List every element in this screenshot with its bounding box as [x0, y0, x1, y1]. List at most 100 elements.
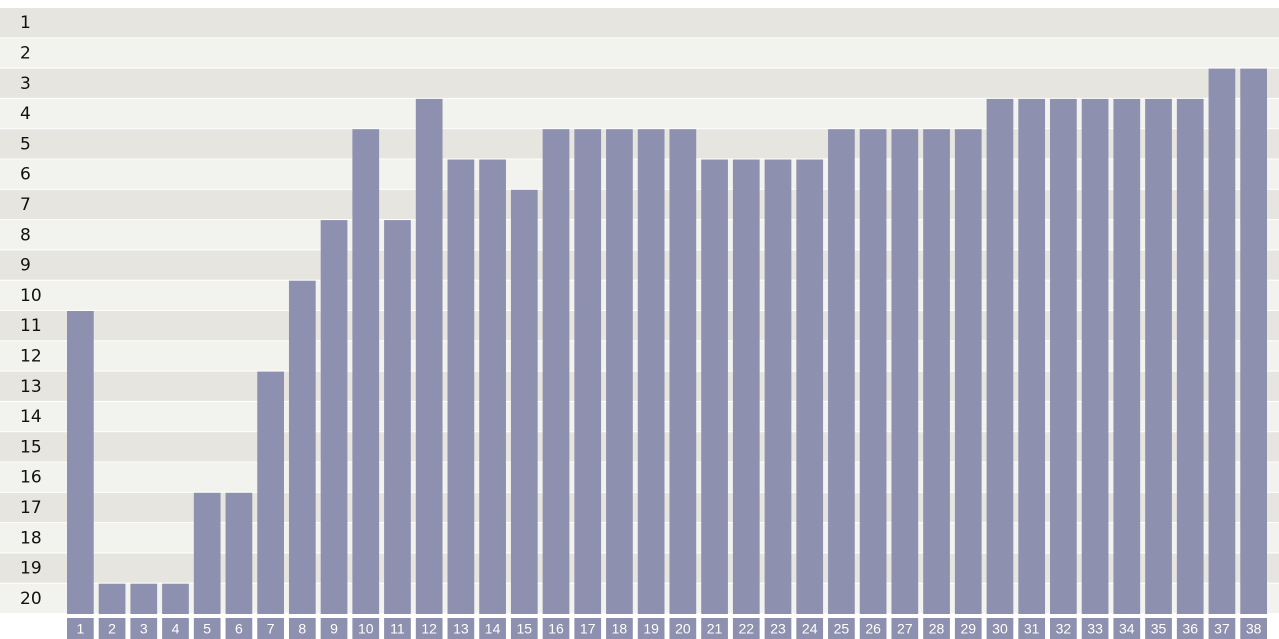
- y-tick-label: 19: [20, 559, 42, 579]
- bar: [352, 129, 380, 614]
- bar: [384, 220, 411, 614]
- x-tick-label: 12: [421, 621, 437, 637]
- x-label-box: [828, 618, 855, 639]
- x-label-box: [288, 618, 316, 639]
- bar: [891, 129, 919, 614]
- bar: [320, 220, 348, 614]
- x-tick-label: 2: [108, 621, 116, 637]
- bar: [606, 129, 633, 614]
- x-label-box: [986, 618, 1014, 639]
- bar: [130, 583, 158, 614]
- x-label-box: [193, 618, 221, 639]
- x-tick-label: 25: [834, 621, 850, 637]
- bar: [193, 492, 221, 614]
- x-tick-label: 32: [1056, 621, 1072, 637]
- y-tick-label: 1: [20, 13, 31, 33]
- x-label-box: [1081, 618, 1109, 639]
- x-tick-label: 36: [1182, 621, 1198, 637]
- x-label-box: [447, 618, 475, 639]
- x-tick-label: 1: [76, 621, 84, 637]
- x-tick-label: 27: [897, 621, 913, 637]
- x-label-box: [1113, 618, 1141, 639]
- x-label-box: [574, 618, 602, 639]
- row-band: [0, 8, 1279, 38]
- x-label-box: [606, 618, 633, 639]
- x-label-box: [1018, 618, 1046, 639]
- x-tick-label: 30: [992, 621, 1008, 637]
- bar: [986, 98, 1014, 614]
- x-tick-label: 17: [580, 621, 596, 637]
- x-label-box: [637, 618, 665, 639]
- y-tick-label: 15: [20, 437, 42, 457]
- x-label-box: [732, 618, 760, 639]
- x-tick-label: 14: [485, 621, 501, 637]
- x-tick-label: 20: [675, 621, 691, 637]
- x-label-box: [67, 618, 94, 639]
- x-label-box: [225, 618, 253, 639]
- bar: [98, 583, 126, 614]
- y-tick-label: 2: [20, 43, 31, 63]
- x-tick-label: 13: [453, 621, 469, 637]
- bar: [954, 129, 982, 614]
- bar: [510, 189, 538, 615]
- bar: [574, 129, 602, 614]
- y-tick-label: 6: [20, 165, 31, 185]
- x-tick-label: 28: [929, 621, 945, 637]
- x-label-box: [701, 618, 728, 639]
- bar: [669, 129, 697, 614]
- x-tick-label: 10: [358, 621, 374, 637]
- x-label-box: [352, 618, 380, 639]
- bar: [1113, 98, 1141, 614]
- x-tick-label: 3: [140, 621, 148, 637]
- bar: [415, 98, 443, 614]
- x-tick-label: 16: [548, 621, 564, 637]
- y-tick-label: 7: [20, 195, 31, 215]
- y-tick-label: 9: [20, 256, 31, 276]
- x-tick-label: 23: [770, 621, 786, 637]
- bar: [257, 371, 284, 614]
- x-label-box: [162, 618, 189, 639]
- x-label-box: [923, 618, 950, 639]
- y-tick-label: 3: [20, 74, 31, 94]
- bar: [859, 129, 887, 614]
- bar: [1081, 98, 1109, 614]
- x-tick-label: 34: [1119, 621, 1135, 637]
- x-tick-label: 15: [517, 621, 533, 637]
- x-tick-label: 31: [1024, 621, 1040, 637]
- bar: [225, 492, 253, 614]
- x-label-box: [1145, 618, 1172, 639]
- x-label-box: [1050, 618, 1077, 639]
- bar: [162, 583, 189, 614]
- x-label-box: [669, 618, 697, 639]
- x-label-box: [130, 618, 158, 639]
- x-label-box: [764, 618, 792, 639]
- bar: [923, 129, 950, 614]
- x-tick-label: 19: [643, 621, 659, 637]
- x-tick-label: 7: [267, 621, 275, 637]
- x-tick-label: 22: [738, 621, 754, 637]
- bar: [1240, 68, 1267, 615]
- y-tick-label: 16: [20, 468, 42, 488]
- bar: [701, 159, 728, 614]
- x-label-box: [859, 618, 887, 639]
- y-tick-label: 12: [20, 346, 42, 366]
- bar: [796, 159, 824, 614]
- x-label-box: [891, 618, 919, 639]
- x-tick-label: 18: [612, 621, 628, 637]
- row-band: [0, 38, 1279, 68]
- y-tick-label: 11: [20, 316, 42, 336]
- x-tick-label: 38: [1246, 621, 1262, 637]
- x-tick-label: 5: [203, 621, 211, 637]
- x-tick-label: 26: [865, 621, 881, 637]
- x-label-box: [257, 618, 284, 639]
- bar: [1018, 98, 1046, 614]
- x-label-box: [98, 618, 126, 639]
- y-tick-label: 20: [20, 589, 42, 609]
- x-tick-label: 4: [172, 621, 180, 637]
- x-label-box: [1240, 618, 1267, 639]
- y-tick-label: 5: [20, 134, 31, 154]
- x-tick-label: 33: [1087, 621, 1103, 637]
- y-tick-label: 14: [20, 407, 42, 427]
- x-tick-label: 24: [802, 621, 818, 637]
- bar: [1176, 98, 1204, 614]
